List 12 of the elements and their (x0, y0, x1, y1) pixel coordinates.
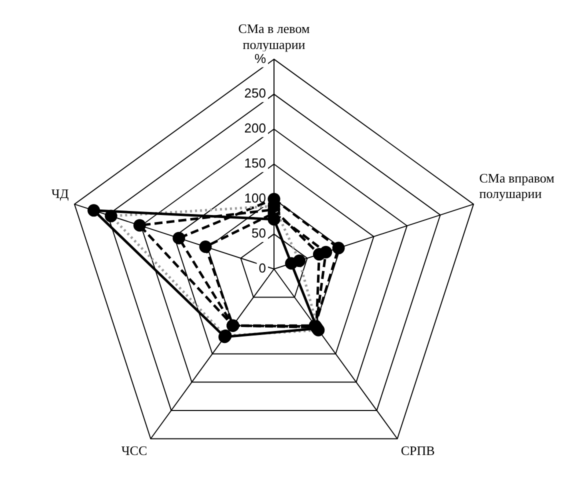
y-tick-label: 0 (258, 260, 266, 276)
y-tick-label: 100 (244, 190, 266, 206)
y-tick-label: 250 (244, 86, 266, 101)
y-tick-label: % (254, 50, 266, 66)
y-tick-label: 200 (244, 120, 266, 136)
spoke-label: ЧСС (121, 442, 148, 458)
spoke-label: ЧД (51, 186, 69, 201)
spoke-label: СМа в левом полушарии (238, 21, 310, 52)
y-tick-label: 50 (252, 226, 266, 241)
y-tick-label: 150 (244, 156, 266, 171)
spoke-label: СМа вправом полушарии (479, 170, 554, 201)
spoke-label: СРПВ (400, 442, 436, 458)
